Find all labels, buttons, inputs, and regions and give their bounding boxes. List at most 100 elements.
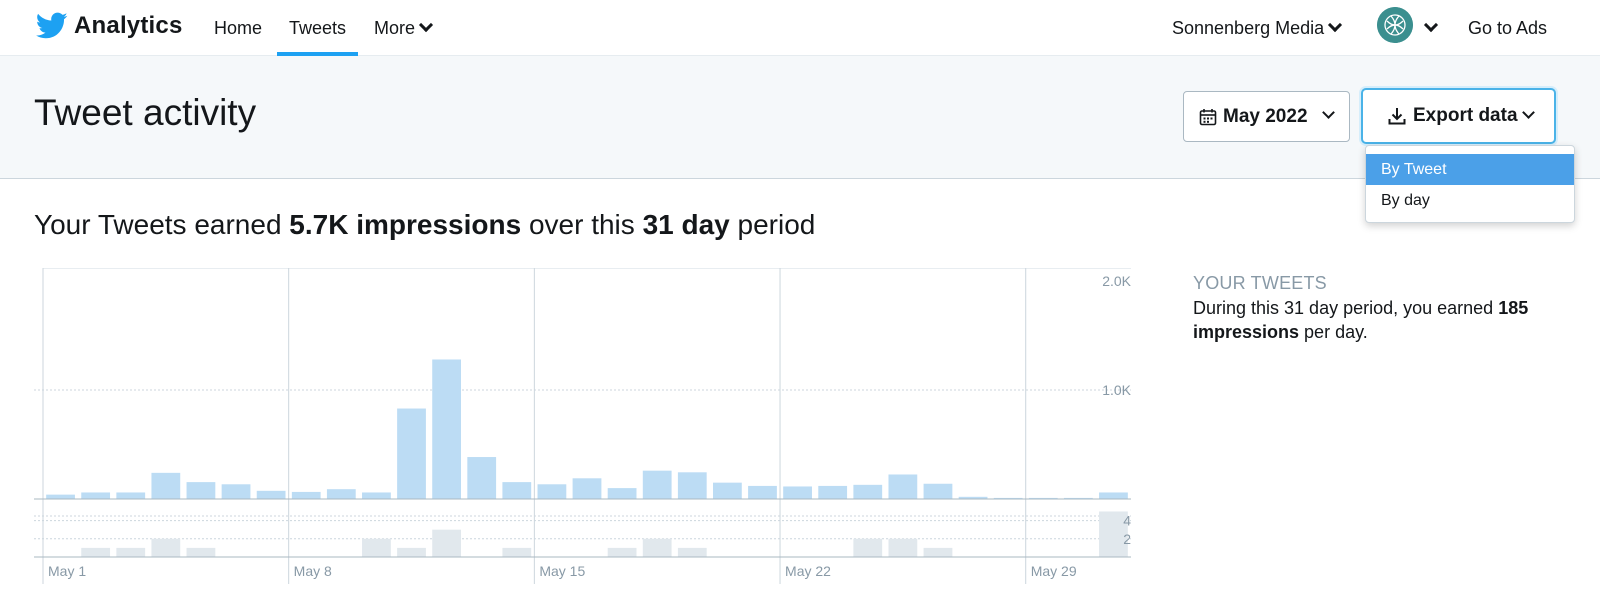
go-to-ads-link[interactable]: Go to Ads <box>1468 0 1547 56</box>
page-title: Tweet activity <box>34 92 257 133</box>
impressions-bar <box>256 490 286 499</box>
chevron-down-icon <box>1328 17 1343 33</box>
tweets-bar <box>502 547 532 557</box>
chevron-down-icon <box>1521 105 1535 119</box>
x-tick-label: May 15 <box>539 563 585 579</box>
x-tick-label: May 8 <box>294 563 332 579</box>
impressions-bar <box>397 408 426 499</box>
side-highlight: 185 impressions <box>1193 298 1529 342</box>
impressions-bar <box>326 489 356 499</box>
impressions-bar <box>1099 492 1128 499</box>
impressions-bar <box>818 485 848 499</box>
chevron-down-icon <box>1321 106 1335 119</box>
summary-impressions: 5.7K impressions <box>289 209 522 240</box>
impressions-bar <box>607 488 637 499</box>
impressions-bar <box>81 492 111 499</box>
impressions-bar <box>116 492 146 499</box>
summary-prefix: Your Tweets earned <box>34 209 290 240</box>
tweets-bar <box>432 529 462 557</box>
y-tick-label: 2.0K <box>1102 273 1131 289</box>
impressions-bar <box>958 496 988 499</box>
your-tweets-panel: YOUR TWEETS During this 31 day period, y… <box>1193 273 1573 344</box>
month-picker-button[interactable]: May 2022 <box>1183 91 1350 142</box>
impressions-bar <box>291 491 321 499</box>
your-tweets-text: During this 31 day period, you earned 18… <box>1193 296 1573 344</box>
impressions-bar <box>432 359 462 499</box>
impressions-bar <box>712 482 742 499</box>
tweets-bar <box>1099 511 1128 557</box>
nav-home-label: Home <box>214 18 263 38</box>
account-name: Sonnenberg Media <box>1172 18 1325 38</box>
side-text-prefix: During this 31 day period, you earned <box>1193 298 1499 318</box>
tweets-bar <box>397 547 426 557</box>
top-nav: Analytics Home Tweets More Sonnenberg Me… <box>0 0 1600 56</box>
export-label: Export data <box>1413 105 1518 126</box>
tweets-bar <box>642 538 672 557</box>
nav-more[interactable]: More <box>374 0 434 56</box>
summary-period: 31 day <box>642 209 730 240</box>
tweets-bar <box>116 547 146 557</box>
y-tick-label: 1.0K <box>1102 382 1131 398</box>
brand-title: Analytics <box>74 12 183 39</box>
nav-more-label: More <box>374 18 416 38</box>
avatar[interactable] <box>1377 7 1413 43</box>
tweets-bar <box>853 538 883 557</box>
impressions-bar <box>853 484 883 499</box>
page-header: Tweet activity May 2022 Export data <box>0 56 1600 179</box>
impressions-bar <box>888 474 918 499</box>
impressions-bar <box>677 472 707 499</box>
impressions-bar <box>151 472 181 499</box>
nav-tweets[interactable]: Tweets <box>276 0 359 56</box>
impressions-bar <box>748 485 777 499</box>
export-by-day[interactable]: By day <box>1381 192 1430 209</box>
download-icon <box>1388 108 1406 125</box>
impressions-bar <box>467 457 497 499</box>
x-tick-label: May 29 <box>1031 563 1077 579</box>
impressions-bar <box>46 494 75 499</box>
impressions-bar <box>783 486 812 499</box>
chevron-down-icon <box>418 17 434 33</box>
impressions-bar <box>1028 497 1058 499</box>
twitter-bird-icon <box>36 12 68 39</box>
export-data-button[interactable]: Export data <box>1361 88 1556 144</box>
chevron-down-icon <box>1423 17 1439 33</box>
calendar-icon <box>1199 108 1217 125</box>
avatar-menu-toggle[interactable] <box>1420 0 1439 56</box>
tweets-bar <box>362 538 391 557</box>
impressions-bar <box>642 470 672 499</box>
y-tick-label: 2 <box>1123 531 1131 547</box>
x-tick-label: May 22 <box>785 563 831 579</box>
impressions-bar <box>1063 497 1093 499</box>
nav-tweets-label: Tweets <box>289 18 347 38</box>
impressions-chart: 2.0K 1.0K 4 2 May 1 May 8 May 15 May 22 May 29 <box>34 268 1159 600</box>
x-tick-label: May 1 <box>48 563 86 579</box>
impressions-summary: Your Tweets earned 5.7K impressions over… <box>34 209 815 241</box>
your-tweets-heading: YOUR TWEETS <box>1193 273 1327 293</box>
export-by-tweet[interactable]: By Tweet <box>1366 154 1574 185</box>
brand[interactable]: Analytics <box>36 12 183 40</box>
export-menu: By Tweet By day <box>1365 145 1575 223</box>
impressions-bar <box>186 482 216 499</box>
impressions-bar <box>362 492 391 499</box>
go-to-ads-label: Go to Ads <box>1468 18 1548 38</box>
summary-middle: over this <box>521 209 643 240</box>
tweets-bar <box>151 538 181 557</box>
impressions-bar <box>923 483 953 499</box>
impressions-bar <box>572 478 602 499</box>
nav-home[interactable]: Home <box>214 0 262 56</box>
tweets-bar <box>81 547 111 557</box>
impressions-chart-svg: 2.0K 1.0K 4 2 May 1 May 8 May 15 May 22 May 29 <box>34 268 1132 584</box>
impressions-bar <box>537 484 567 499</box>
impressions-bar <box>502 482 532 499</box>
account-switcher[interactable]: Sonnenberg Media <box>1172 0 1343 56</box>
summary-suffix: period <box>729 209 816 240</box>
tweets-bar <box>923 547 953 557</box>
impressions-bar <box>993 497 1023 499</box>
avatar-logo-icon <box>1377 7 1413 43</box>
tweets-bar <box>888 538 918 557</box>
tweets-bar <box>677 547 707 557</box>
y-tick-label: 4 <box>1123 513 1131 529</box>
month-label: May 2022 <box>1223 105 1308 127</box>
tweets-bar <box>186 547 216 557</box>
impressions-bar <box>221 484 251 499</box>
